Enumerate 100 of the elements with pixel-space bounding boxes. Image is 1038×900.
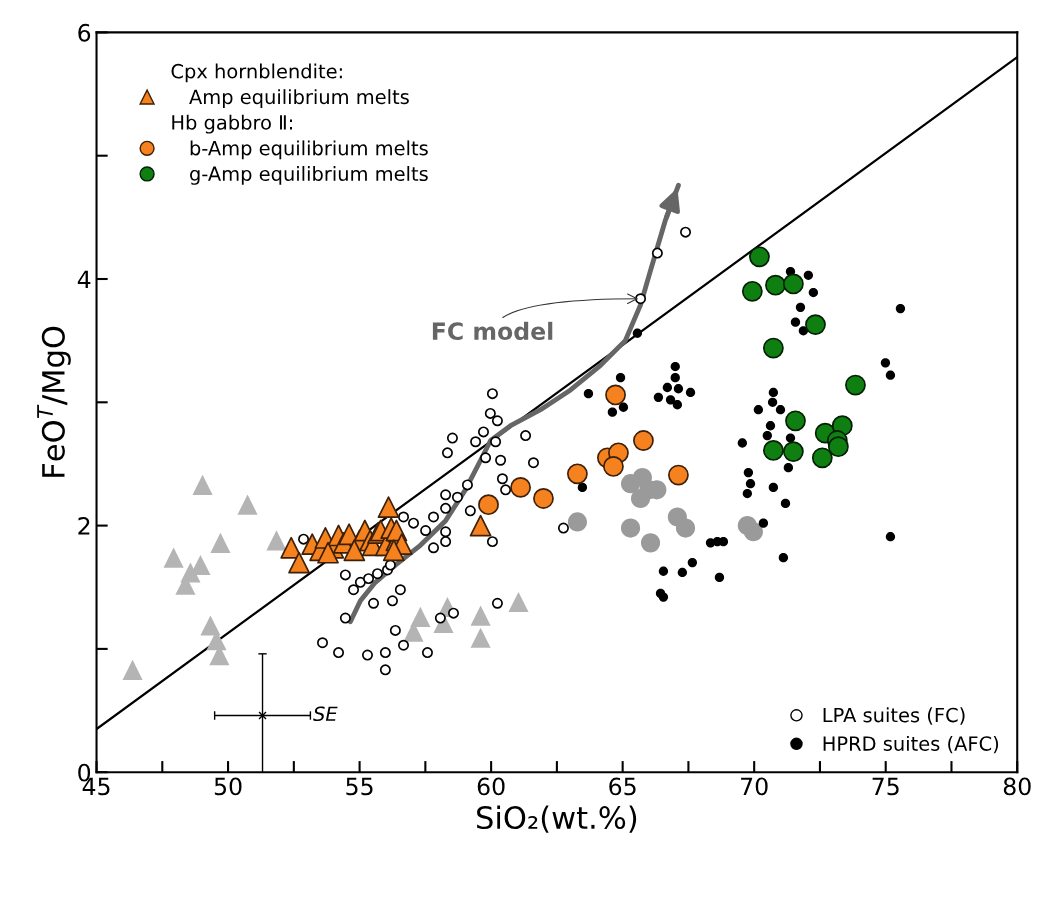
point — [632, 328, 643, 338]
point — [620, 474, 641, 494]
point — [714, 572, 725, 583]
point — [398, 511, 410, 523]
point — [339, 612, 351, 624]
point — [630, 488, 651, 509]
point — [237, 494, 258, 515]
point — [607, 407, 618, 417]
point — [653, 392, 664, 403]
point — [775, 405, 786, 415]
point — [685, 387, 696, 398]
point — [753, 405, 764, 415]
point — [428, 542, 440, 554]
point — [486, 536, 498, 548]
point — [778, 553, 789, 563]
point — [520, 430, 532, 442]
x-tick-label: 65 — [609, 777, 636, 796]
x-tick-label: 55 — [346, 777, 373, 796]
point — [210, 532, 231, 553]
point — [677, 567, 688, 578]
point — [200, 615, 221, 636]
y-tick-label: 4 — [77, 270, 91, 288]
point — [665, 395, 676, 405]
point — [490, 436, 502, 448]
point — [827, 436, 849, 458]
point — [615, 372, 626, 383]
point — [798, 326, 809, 336]
point — [470, 605, 491, 626]
point — [508, 591, 529, 613]
point — [288, 551, 310, 574]
point — [382, 539, 405, 562]
point — [603, 456, 624, 477]
point — [527, 457, 539, 469]
point — [491, 597, 503, 609]
point — [783, 462, 794, 473]
point — [640, 533, 661, 553]
point — [451, 491, 463, 503]
point — [410, 606, 431, 627]
point — [510, 476, 531, 498]
point — [687, 557, 698, 568]
point — [440, 526, 452, 538]
point — [762, 337, 784, 359]
point — [495, 454, 507, 466]
point — [680, 226, 692, 238]
point — [368, 597, 380, 609]
point — [478, 494, 499, 516]
point — [670, 372, 680, 383]
point — [491, 415, 503, 427]
x-tick-label: 80 — [1003, 777, 1031, 796]
point — [670, 361, 680, 372]
point — [448, 607, 459, 619]
point — [354, 576, 366, 588]
point — [408, 517, 420, 529]
point — [577, 482, 588, 493]
point — [440, 502, 452, 514]
point — [885, 532, 896, 542]
point — [765, 421, 776, 431]
point — [377, 496, 400, 519]
point — [782, 273, 804, 295]
point — [386, 595, 398, 607]
point — [339, 569, 351, 581]
point — [440, 489, 452, 501]
point — [785, 410, 806, 432]
legend-label: b-Amp equilibrium melts — [190, 140, 428, 160]
point — [441, 447, 453, 459]
point — [420, 525, 432, 537]
annotation: Cpx hornblendite: — [171, 63, 342, 83]
point — [795, 302, 806, 313]
point — [741, 280, 763, 302]
point — [845, 374, 866, 396]
point — [633, 430, 654, 451]
point — [743, 467, 754, 478]
point — [672, 400, 683, 410]
point — [745, 479, 756, 489]
legend-label: g-Amp equilibrium melts — [190, 166, 428, 185]
point — [618, 402, 629, 412]
x-tick-label: 60 — [477, 777, 505, 796]
x-tick-label: 50 — [214, 777, 242, 796]
legend-label: LPA suites (FC) — [823, 707, 965, 725]
point — [768, 387, 779, 398]
point — [651, 247, 663, 259]
y-axis-title: FeO$^{T}$/MgO — [37, 326, 71, 477]
point — [461, 479, 473, 491]
point — [737, 438, 747, 448]
point — [780, 498, 791, 509]
point — [782, 441, 804, 463]
point — [434, 612, 446, 624]
point — [880, 358, 891, 368]
point — [583, 389, 594, 399]
point — [389, 624, 401, 636]
point — [496, 473, 508, 485]
point — [379, 647, 391, 659]
point — [122, 659, 143, 680]
point — [557, 522, 569, 534]
point — [605, 384, 626, 406]
point — [190, 554, 211, 576]
point — [658, 592, 669, 602]
point — [742, 488, 752, 499]
point — [480, 452, 492, 464]
point — [469, 514, 492, 537]
